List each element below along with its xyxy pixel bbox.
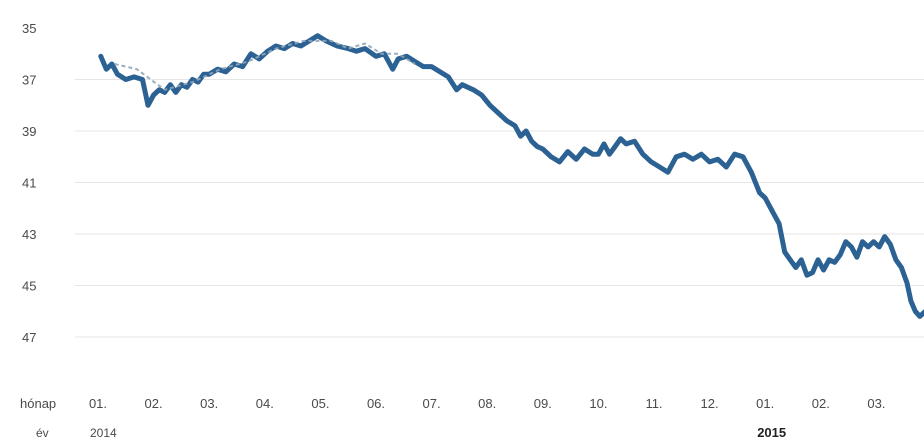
x-tick-label: 02. xyxy=(812,396,830,411)
x-tick-label: 01. xyxy=(89,396,107,411)
x-tick-label: 09. xyxy=(534,396,552,411)
series-overlay-line xyxy=(114,39,416,91)
x-tick-label: 10. xyxy=(589,396,607,411)
x-axis: hónap év 01. 02. 03. 04. 05. 06. 07. 08. 09. 10. 1… xyxy=(20,396,885,440)
x-tick-label: 02. xyxy=(145,396,163,411)
x-tick-label: 06. xyxy=(367,396,385,411)
year-label: 2015 xyxy=(757,425,786,440)
y-tick-label: 35 xyxy=(22,21,36,36)
plot-area xyxy=(98,33,924,319)
x-tick-label: 11. xyxy=(645,396,662,411)
x-tick-label: 01. xyxy=(756,396,774,411)
x-tick-label: 03. xyxy=(200,396,218,411)
gridlines xyxy=(75,79,924,338)
year-row-label: év xyxy=(36,426,49,440)
x-tick-label: 08. xyxy=(478,396,496,411)
y-tick-label: 47 xyxy=(22,330,36,345)
x-tick-label: 12. xyxy=(701,396,719,411)
x-tick-label: 04. xyxy=(256,396,274,411)
month-row-label: hónap xyxy=(20,396,56,411)
year-label: 2014 xyxy=(90,426,117,440)
y-axis-tick-labels: 35 37 39 41 43 45 47 xyxy=(22,21,36,345)
x-tick-label: 05. xyxy=(311,396,329,411)
y-tick-label: 45 xyxy=(22,279,36,294)
x-tick-label: 03. xyxy=(867,396,885,411)
series-line xyxy=(98,33,924,319)
y-tick-label: 39 xyxy=(22,124,36,139)
y-tick-label: 41 xyxy=(22,176,36,191)
x-tick-label: 07. xyxy=(423,396,441,411)
y-tick-label: 43 xyxy=(22,227,36,242)
y-tick-label: 37 xyxy=(22,73,36,88)
